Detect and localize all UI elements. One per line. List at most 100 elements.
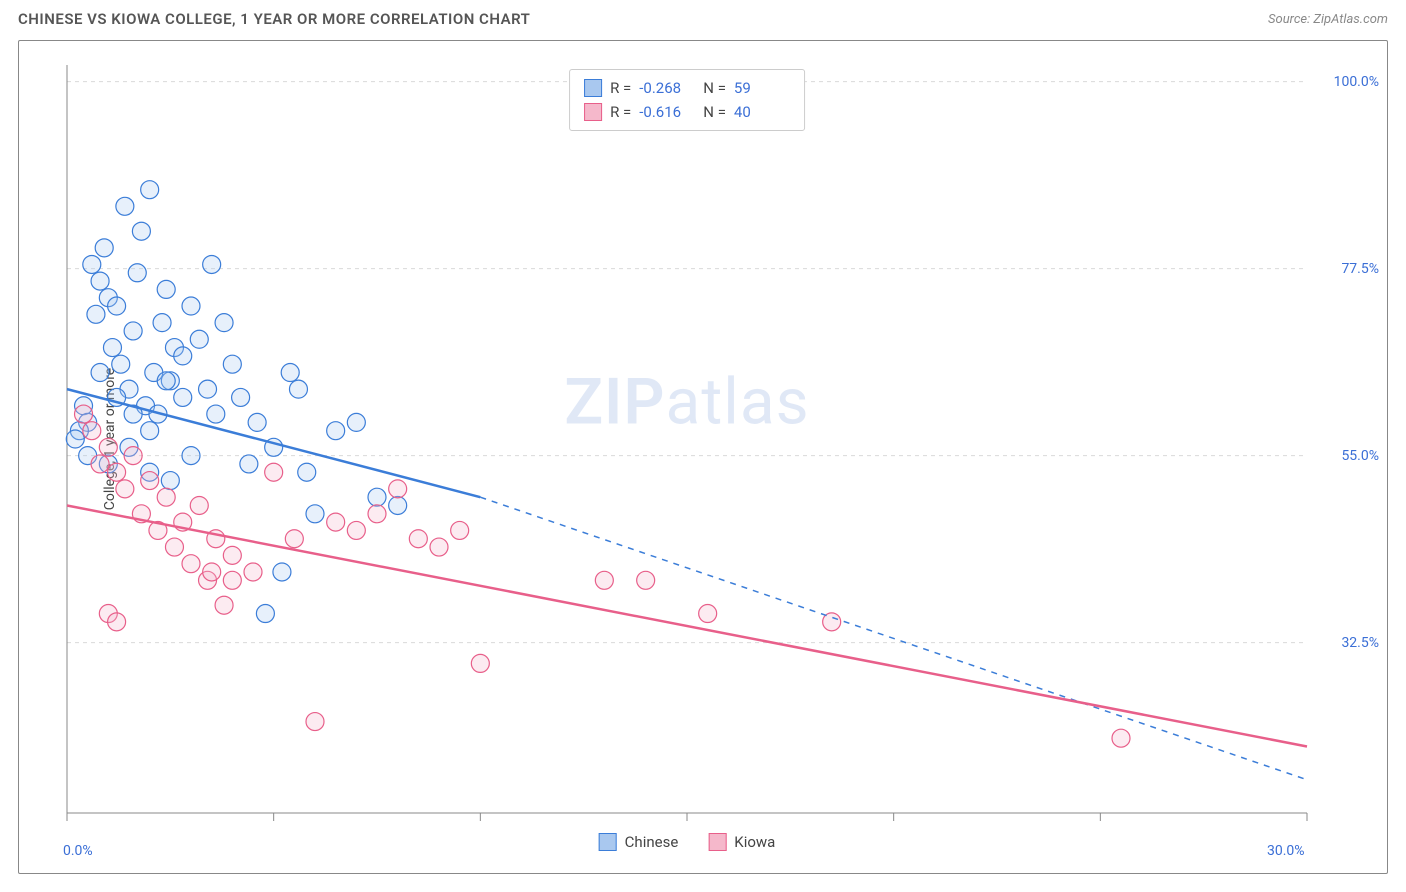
data-point [368, 505, 386, 523]
data-point [327, 422, 345, 440]
legend-bottom: Chinese Kiowa [599, 833, 776, 851]
legend-bottom-kiowa: Kiowa [708, 833, 775, 851]
legend-n-val-kiowa: 40 [734, 100, 790, 124]
data-point [66, 430, 84, 448]
data-point [124, 447, 142, 465]
data-point [215, 596, 233, 614]
scatter-svg [67, 65, 1307, 813]
data-point [471, 654, 489, 672]
trend-line-dashed [480, 497, 1307, 780]
data-point [108, 463, 126, 481]
legend-bottom-label: Kiowa [734, 833, 775, 851]
data-point [190, 496, 208, 514]
legend-bottom-chinese: Chinese [599, 833, 679, 851]
legend-top: R = -0.268 N = 59 R = -0.616 N = 40 [569, 69, 805, 131]
data-point [112, 355, 130, 373]
data-point [91, 364, 109, 382]
data-point [157, 280, 175, 298]
data-point [281, 364, 299, 382]
data-point [223, 355, 241, 373]
data-point [327, 513, 345, 531]
data-point [95, 239, 113, 257]
y-tick-label: 100.0% [1334, 74, 1379, 90]
data-point [132, 222, 150, 240]
y-tick-label: 55.0% [1341, 448, 1379, 464]
x-tick-label: 30.0% [1267, 843, 1305, 859]
data-point [103, 339, 121, 357]
chart-container: College, 1 year or more ZIPatlas R = -0.… [18, 40, 1388, 874]
data-point [91, 455, 109, 473]
data-point [306, 505, 324, 523]
data-point [199, 380, 217, 398]
data-point [91, 272, 109, 290]
data-point [108, 613, 126, 631]
plot-area: College, 1 year or more ZIPatlas R = -0.… [67, 65, 1307, 813]
data-point [165, 538, 183, 556]
data-point [451, 521, 469, 539]
trend-line [67, 505, 1307, 746]
data-point [83, 422, 101, 440]
data-point [430, 538, 448, 556]
data-point [244, 563, 262, 581]
legend-r-label: R = [610, 76, 631, 100]
y-tick-label: 77.5% [1341, 261, 1379, 277]
data-point [174, 347, 192, 365]
data-point [240, 455, 258, 473]
data-point [157, 488, 175, 506]
data-point [265, 463, 283, 481]
data-point [153, 314, 171, 332]
data-point [83, 255, 101, 273]
data-point [99, 438, 117, 456]
data-point [116, 197, 134, 215]
data-point [203, 563, 221, 581]
data-point [190, 330, 208, 348]
data-point [141, 472, 159, 490]
data-point [699, 605, 717, 623]
data-point [207, 405, 225, 423]
data-point [128, 264, 146, 282]
data-point [182, 555, 200, 573]
data-point [87, 305, 105, 323]
legend-swatch-kiowa-b [708, 833, 726, 851]
data-point [232, 388, 250, 406]
legend-r-label: R = [610, 100, 631, 124]
data-point [182, 297, 200, 315]
legend-r-val-chinese: -0.268 [639, 76, 695, 100]
data-point [389, 496, 407, 514]
data-point [289, 380, 307, 398]
data-point [389, 480, 407, 498]
data-point [595, 571, 613, 589]
x-tick-label: 0.0% [63, 843, 93, 859]
data-point [347, 413, 365, 431]
data-point [368, 488, 386, 506]
data-point [298, 463, 316, 481]
data-point [409, 530, 427, 548]
data-point [108, 297, 126, 315]
data-point [215, 314, 233, 332]
legend-swatch-kiowa [584, 103, 602, 121]
data-point [182, 447, 200, 465]
data-point [161, 472, 179, 490]
y-tick-label: 32.5% [1341, 635, 1379, 651]
legend-row-kiowa: R = -0.616 N = 40 [584, 100, 790, 124]
legend-swatch-chinese-b [599, 833, 617, 851]
data-point [347, 521, 365, 539]
legend-n-label: N = [703, 100, 726, 124]
data-point [75, 405, 93, 423]
data-point [141, 181, 159, 199]
legend-n-val-chinese: 59 [734, 76, 790, 100]
legend-n-label: N = [703, 76, 726, 100]
data-point [256, 605, 274, 623]
page-title: CHINESE VS KIOWA COLLEGE, 1 YEAR OR MORE… [18, 10, 530, 28]
legend-row-chinese: R = -0.268 N = 59 [584, 76, 790, 100]
data-point [223, 571, 241, 589]
data-point [637, 571, 655, 589]
data-point [141, 422, 159, 440]
data-point [1112, 729, 1130, 747]
data-point [157, 372, 175, 390]
legend-r-val-kiowa: -0.616 [639, 100, 695, 124]
data-point [273, 563, 291, 581]
data-point [306, 713, 324, 731]
data-point [203, 255, 221, 273]
data-point [124, 322, 142, 340]
